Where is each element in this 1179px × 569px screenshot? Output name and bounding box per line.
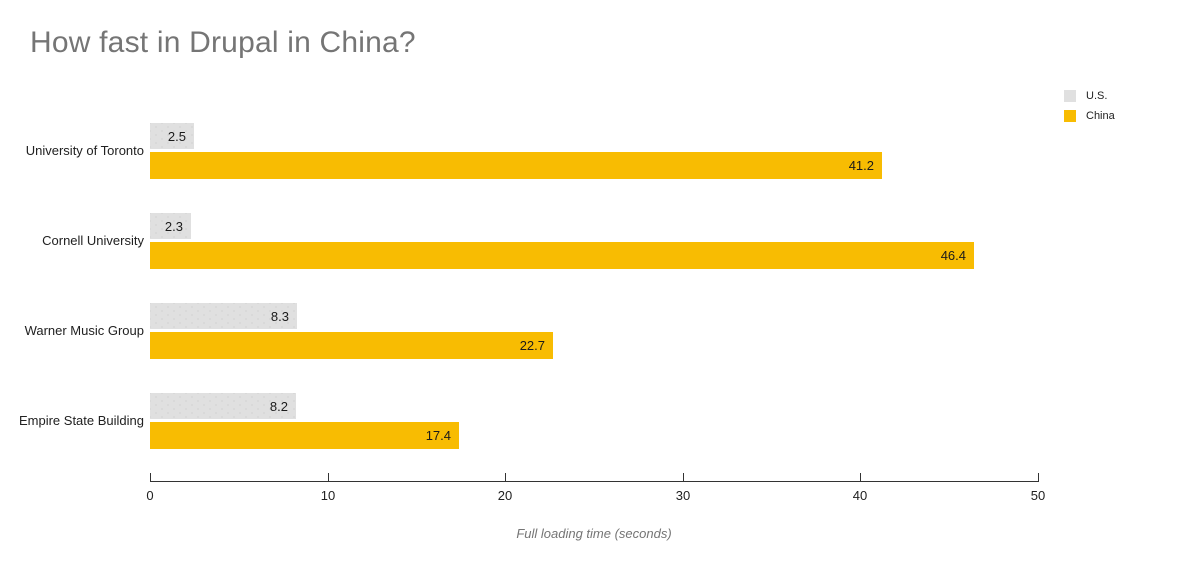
china-legend-label: China (1086, 110, 1115, 122)
x-axis-line (150, 481, 1039, 482)
bar-us[interactable]: 2.3 (150, 213, 191, 239)
legend-item-us[interactable]: U.S. (1064, 86, 1115, 106)
x-axis-tick-label: 0 (146, 488, 154, 503)
x-axis-tick-label: 20 (497, 488, 513, 503)
bar-us[interactable]: 2.5 (150, 123, 194, 149)
value-label: 17.4 (425, 428, 451, 443)
value-label: 2.3 (164, 218, 183, 234)
x-axis-tick-label: 10 (320, 488, 336, 503)
bar-china[interactable]: 41.2 (150, 152, 882, 179)
x-axis-tick (1038, 473, 1039, 481)
bar-china[interactable]: 22.7 (150, 332, 553, 359)
bar-china[interactable]: 46.4 (150, 242, 974, 269)
bar-us[interactable]: 8.3 (150, 303, 297, 329)
us-legend-label: U.S. (1086, 90, 1108, 102)
category-label: Cornell University (42, 232, 144, 248)
x-axis-tick-label: 30 (675, 488, 691, 503)
value-label: 2.5 (167, 128, 186, 144)
value-label: 8.3 (270, 308, 289, 324)
x-axis-tick (505, 473, 506, 481)
bar-us[interactable]: 8.2 (150, 393, 296, 419)
value-label: 41.2 (848, 158, 874, 173)
us-legend-swatch (1064, 90, 1076, 102)
category-label: Warner Music Group (24, 322, 144, 338)
x-axis-tick-label: 50 (1030, 488, 1046, 503)
legend-item-china[interactable]: China (1064, 106, 1115, 126)
x-axis-tick-label: 40 (852, 488, 868, 503)
x-axis-tick (683, 473, 684, 481)
value-label: 46.4 (940, 248, 966, 263)
bar-china[interactable]: 17.4 (150, 422, 459, 449)
legend: U.S. China (1064, 86, 1115, 126)
chart-title: How fast in Drupal in China? (30, 26, 416, 59)
category-label: University of Toronto (25, 142, 144, 158)
x-axis-tick (150, 473, 151, 481)
china-legend-swatch (1064, 110, 1076, 122)
category-label: Empire State Building (18, 412, 144, 428)
x-axis-tick (860, 473, 861, 481)
value-label: 8.2 (269, 398, 288, 414)
x-axis-tick (328, 473, 329, 481)
x-axis-title: Full loading time (seconds) (516, 526, 672, 541)
value-label: 22.7 (519, 338, 545, 353)
